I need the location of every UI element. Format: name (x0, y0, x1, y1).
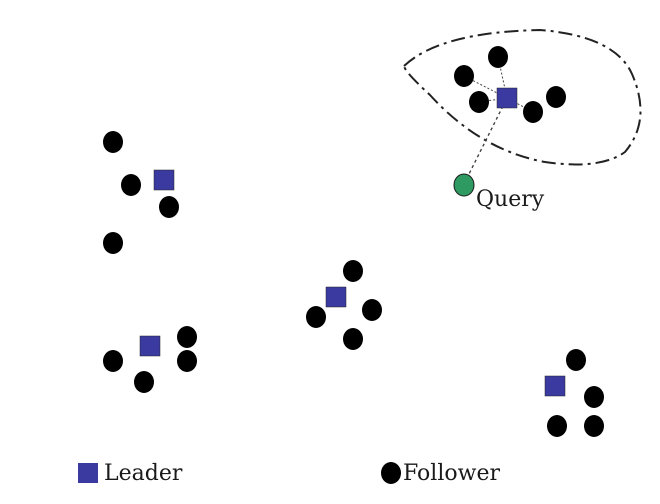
follower-circle-icon (381, 462, 401, 484)
follower-node (159, 196, 179, 218)
leader-node (325, 286, 347, 308)
follower-node (306, 306, 326, 328)
legend-leader: Leader (78, 458, 182, 488)
cluster-lower-right (544, 349, 604, 437)
leader-square-icon (78, 463, 98, 483)
query-cluster-boundary (402, 28, 642, 166)
follower-node (546, 86, 566, 108)
follower-node (121, 174, 141, 196)
legend-leader-label: Leader (104, 460, 183, 486)
follower-node (547, 415, 567, 437)
follower-node (566, 349, 586, 371)
follower-node (454, 65, 474, 87)
cluster-upper-left (103, 131, 179, 254)
follower-node (488, 46, 508, 68)
legend-follower-label: Follower (403, 460, 500, 486)
cluster-center (306, 260, 382, 350)
follower-node (177, 350, 197, 372)
query-leader-link (463, 97, 508, 185)
leader-follower-link (497, 56, 508, 99)
follower-node (103, 232, 123, 254)
follower-node (177, 326, 197, 348)
cluster-top-right (454, 46, 566, 123)
leader-node (544, 375, 566, 397)
leader-node (153, 169, 175, 191)
follower-node (469, 91, 489, 113)
cluster-lower-left (103, 326, 197, 393)
follower-node (103, 131, 123, 153)
follower-node (343, 260, 363, 282)
query-label: Query (476, 187, 545, 212)
follower-node (343, 328, 363, 350)
follower-node (523, 101, 543, 123)
follower-node (103, 350, 123, 372)
follower-node (584, 415, 604, 437)
follower-node (362, 299, 382, 321)
leader-node (139, 335, 161, 357)
follower-node (584, 386, 604, 408)
follower-node (134, 371, 154, 393)
legend-follower: Follower (381, 458, 500, 488)
leader-node (496, 87, 518, 109)
query-node (453, 173, 475, 197)
